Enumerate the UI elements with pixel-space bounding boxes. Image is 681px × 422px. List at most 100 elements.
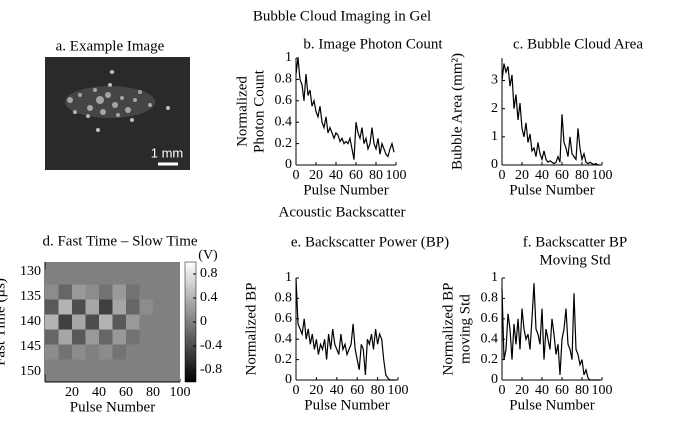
- heatmap-cell: [126, 299, 140, 315]
- y-tick-label: 0.6: [275, 311, 293, 326]
- x-tick-label: 80: [575, 383, 589, 398]
- heatmap-cell: [85, 359, 99, 375]
- x-tick-label: 20: [309, 383, 323, 398]
- heatmap-cell: [166, 269, 180, 285]
- heatmap-cell: [112, 314, 126, 330]
- x-tick-label: 20: [515, 168, 529, 183]
- y-tick-label: 0.2: [275, 352, 293, 367]
- x-tick-label: 100: [592, 168, 613, 183]
- heatmap-cell: [58, 344, 72, 360]
- data-line: [501, 63, 600, 166]
- x-tick-label: 100: [386, 168, 407, 183]
- y-tick-label: 2: [491, 101, 498, 116]
- x-axis-label: Pulse Number: [70, 399, 155, 415]
- chart-title: Moving Std: [539, 252, 611, 268]
- y-axis-label: Normalized BP: [243, 283, 259, 376]
- data-line: [295, 57, 395, 160]
- heatmap-cell: [139, 314, 153, 330]
- heatmap-cell: [99, 314, 113, 330]
- bubble-spot: [67, 97, 73, 103]
- heatmap-cell: [85, 269, 99, 285]
- y-axis-label: Bubble Area (mm²): [449, 53, 465, 170]
- colorbar-label: (V): [198, 248, 218, 263]
- heatmap-cell: [139, 329, 153, 345]
- y-tick-label: 0.8: [275, 72, 293, 87]
- x-tick-label: 40: [92, 385, 106, 400]
- colorbar-tick-label: 0.8: [200, 266, 218, 281]
- chart-title: c. Bubble Cloud Area: [513, 36, 643, 52]
- bubble-spot: [78, 93, 82, 97]
- y-tick-label: 0: [491, 372, 498, 387]
- chart-title: e. Backscatter Power (BP): [291, 234, 449, 250]
- x-tick-label: 100: [592, 383, 613, 398]
- bubble-spot: [166, 106, 170, 110]
- heatmap-cell: [153, 344, 167, 360]
- y-tick-label: 1: [285, 270, 292, 285]
- heatmap-cell: [45, 359, 59, 375]
- x-tick-label: 80: [575, 168, 589, 183]
- bubble-spot: [96, 96, 104, 104]
- heatmap-cell: [85, 344, 99, 360]
- y-axis-label: Normalized BP: [440, 283, 456, 376]
- heatmap-cell: [139, 269, 153, 285]
- heatmap-cell: [126, 314, 140, 330]
- chart-title: a. Example Image: [56, 38, 165, 54]
- heatmap-cell: [126, 329, 140, 345]
- bubble-spot: [93, 88, 97, 92]
- x-tick-label: 40: [329, 168, 343, 183]
- bubble-spot: [87, 105, 93, 111]
- data-line: [295, 277, 396, 381]
- heatmap-cell: [99, 329, 113, 345]
- heatmap-cell: [153, 269, 167, 285]
- x-tick-label: 0: [293, 168, 300, 183]
- heatmap-cell: [85, 299, 99, 315]
- heatmap-cell: [139, 359, 153, 375]
- x-tick-label: 40: [535, 168, 549, 183]
- heatmap-cell: [112, 284, 126, 300]
- heatmap-cell: [58, 359, 72, 375]
- x-tick-label: 60: [555, 168, 569, 183]
- y-tick-label: 0.6: [481, 311, 499, 326]
- heatmap-cell: [85, 329, 99, 345]
- y-axis-label: moving Std: [457, 294, 473, 364]
- heatmap-cell: [58, 329, 72, 345]
- x-tick-label: 20: [65, 385, 79, 400]
- bubble-spot: [110, 70, 114, 74]
- heatmap-cell: [112, 359, 126, 375]
- bubble-spot: [105, 92, 111, 98]
- x-axis-label: Pulse Number: [304, 397, 389, 413]
- heatmap-cell: [166, 359, 180, 375]
- x-tick-label: 0: [499, 383, 506, 398]
- colorbar-tick-label: 0.4: [200, 290, 218, 305]
- x-tick-label: 40: [535, 383, 549, 398]
- heatmap-cell: [99, 359, 113, 375]
- y-tick-label: 0.8: [481, 291, 499, 306]
- heatmap-cell: [99, 269, 113, 285]
- y-tick-label: 0.4: [275, 331, 293, 346]
- heatmap-cell: [153, 299, 167, 315]
- cloud-glow: [65, 86, 155, 118]
- x-axis-label: Pulse Number: [509, 397, 594, 413]
- heatmap-cell: [45, 299, 59, 315]
- y-tick-label: 0.2: [275, 136, 293, 151]
- x-tick-label: 80: [369, 168, 383, 183]
- y-tick-label: 145: [20, 339, 41, 354]
- y-tick-label: 0.6: [275, 93, 293, 108]
- heatmap-cell: [72, 344, 86, 360]
- heatmap-cell: [112, 299, 126, 315]
- y-tick-label: 1: [491, 270, 498, 285]
- heatmap-cell: [72, 299, 86, 315]
- y-tick-label: 1: [285, 50, 292, 65]
- heatmap-cell: [126, 269, 140, 285]
- y-tick-label: 0: [285, 372, 292, 387]
- x-tick-label: 0: [499, 168, 506, 183]
- bubble-spot: [138, 90, 142, 94]
- heatmap-cell: [45, 284, 59, 300]
- colorbar-tick-label: -0.8: [200, 362, 222, 377]
- x-tick-label: 60: [119, 385, 133, 400]
- x-tick-label: 60: [349, 168, 363, 183]
- y-tick-label: 3: [491, 73, 498, 88]
- heatmap-cell: [45, 344, 59, 360]
- x-tick-label: 20: [515, 383, 529, 398]
